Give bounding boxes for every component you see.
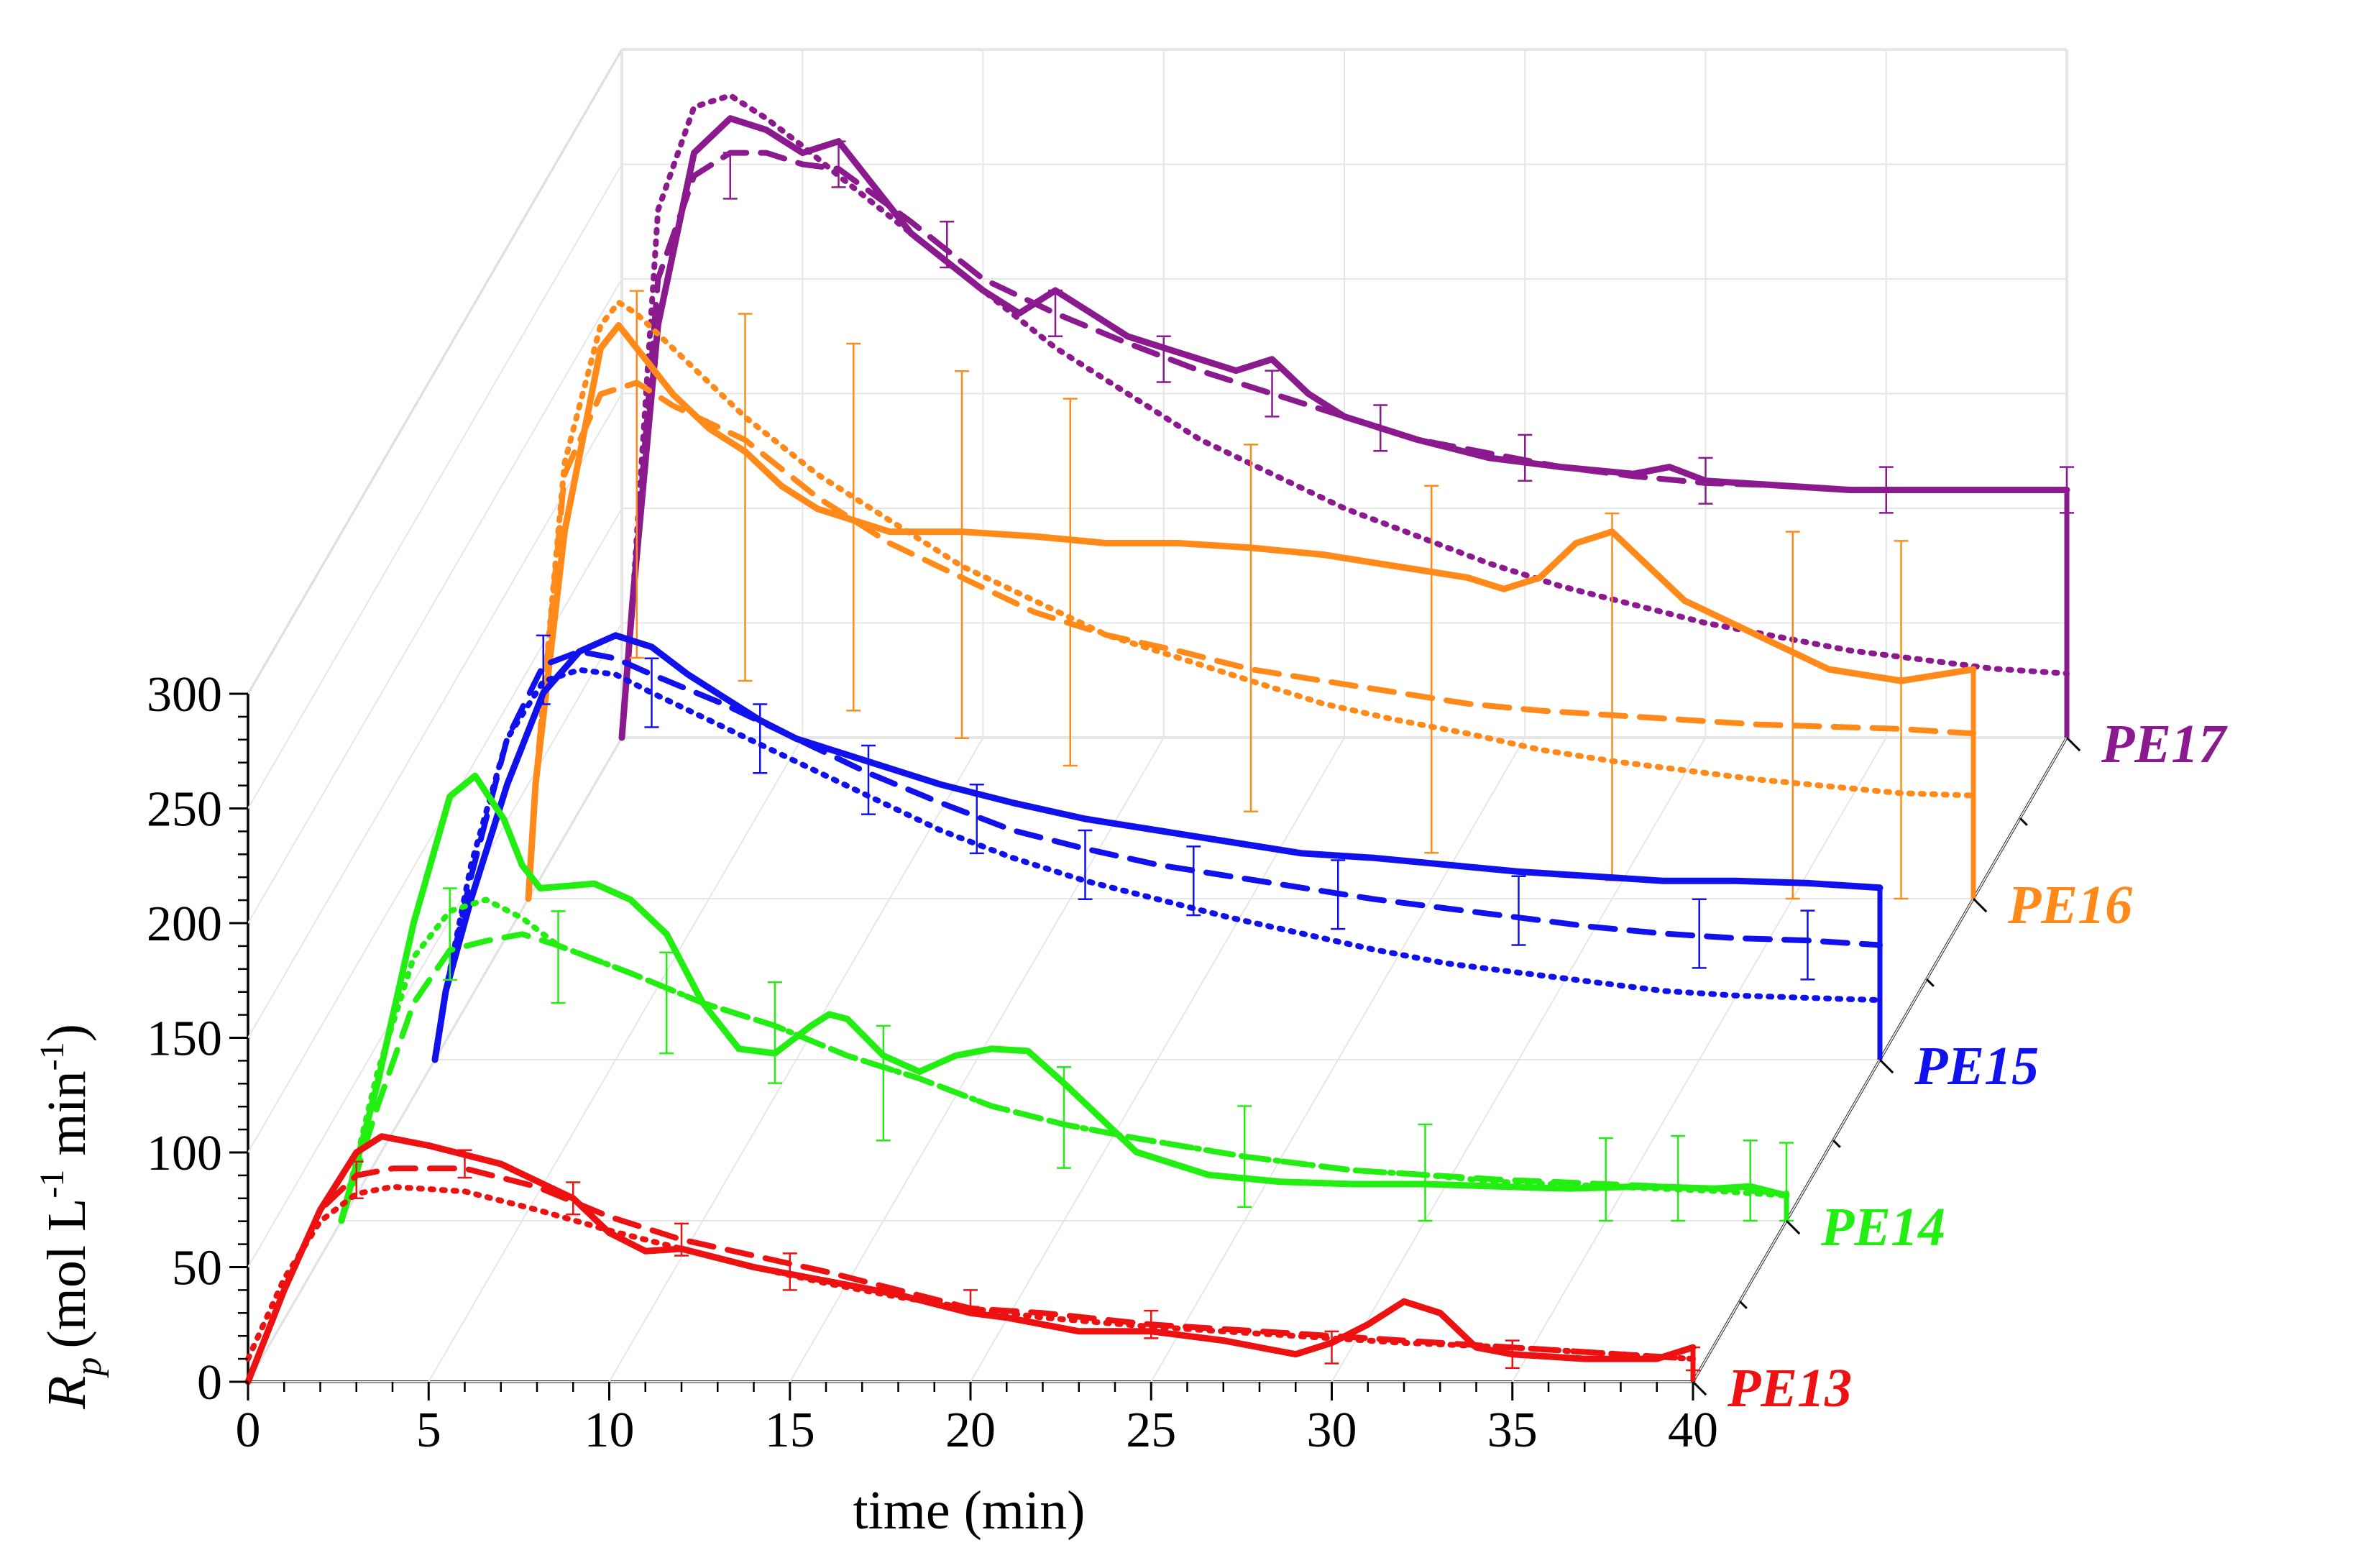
series-line-dashed: [339, 931, 1789, 1224]
series-label: PE15: [1914, 1036, 2039, 1096]
y-tick-label: 0: [197, 1355, 222, 1411]
depth-tick: [1785, 1219, 1801, 1235]
grid-line: [247, 49, 623, 694]
series-PE16: PE16: [525, 290, 2132, 935]
grid-line: [247, 508, 623, 1153]
y-axis-title-exp1: -1: [33, 1170, 71, 1198]
series-PE15: PE15: [431, 632, 2039, 1096]
y-axis-title-exp2: -1: [33, 1042, 71, 1070]
y-tick-label: 100: [147, 1126, 222, 1181]
x-tick-label: 5: [416, 1403, 441, 1458]
x-tick-label: 40: [1668, 1403, 1718, 1458]
x-tick-label: 15: [765, 1403, 815, 1458]
y-tick-label: 150: [147, 1012, 222, 1067]
depth-tick: [1925, 978, 1935, 987]
y-tick-label: 300: [147, 667, 222, 723]
grid-line: [247, 163, 623, 810]
tick-group: 0 5 10 15 20 25 30 35 40 0 50 100 150 200 250 300: [147, 667, 2081, 1458]
series-line-dotted: [630, 92, 2070, 677]
series-label: PE16: [2007, 875, 2132, 935]
y-axis-title-subscript: p: [68, 1357, 109, 1379]
depth-tick: [2065, 736, 2081, 752]
y-axis-title-symbol: R: [37, 1376, 97, 1410]
series-label: PE13: [1727, 1358, 1852, 1418]
x-tick-label: 35: [1487, 1403, 1538, 1458]
x-tick-label: 30: [1307, 1403, 1357, 1458]
series-line-dotted: [533, 299, 1976, 799]
y-axis-title-min: min: [37, 1070, 97, 1169]
grid-line: [247, 622, 623, 1268]
depth-tick: [1692, 1380, 1707, 1396]
series-line-solid: [431, 632, 1883, 1063]
y-axis-title: Rp(mol L-1 min-1): [33, 1024, 109, 1410]
series-line-dotted: [245, 1183, 1696, 1362]
y-tick-label: 50: [172, 1241, 222, 1296]
series-line-solid: [525, 322, 1977, 902]
grid-line: [247, 278, 623, 924]
y-axis-title-text: Rp(mol L-1 min-1): [33, 1024, 109, 1410]
depth-tick: [1972, 897, 1988, 913]
grid-lines: [247, 49, 2068, 1383]
series-line-dashed: [533, 380, 1976, 787]
y-axis-title-units: (mol L: [37, 1198, 97, 1349]
series-line-dashed: [630, 150, 2070, 603]
y-axis-title-close: ): [37, 1024, 97, 1042]
series-line-dotted: [443, 666, 1883, 1004]
y-tick-label: 200: [147, 897, 222, 952]
x-axis-title: time (min): [853, 1480, 1086, 1541]
x-tick-label: 0: [236, 1403, 261, 1458]
series-PE13: PE13: [244, 1133, 1852, 1418]
depth-tick: [2019, 817, 2028, 826]
series-line-solid: [338, 772, 1790, 1224]
depth-tick: [1738, 1300, 1748, 1309]
series-PE14: PE14: [338, 772, 1945, 1257]
series-line-solid: [618, 115, 2070, 741]
series-label: PE17: [2101, 714, 2228, 774]
series-group: PE17 PE16 PE15 PE14 PE13: [244, 92, 2228, 1418]
series-PE17: PE17: [618, 92, 2228, 774]
series-line-dashed: [443, 648, 1883, 994]
series-line-solid: [244, 1133, 1697, 1385]
x-tick-label: 20: [945, 1403, 996, 1458]
y-tick-label: 250: [147, 782, 222, 838]
x-tick-label: 25: [1126, 1403, 1176, 1458]
depth-tick: [1878, 1058, 1894, 1074]
series-label: PE14: [1820, 1197, 1945, 1257]
depth-tick: [1832, 1139, 1841, 1148]
series-line-dashed: [245, 1165, 1696, 1385]
x-tick-label: 10: [584, 1403, 635, 1458]
